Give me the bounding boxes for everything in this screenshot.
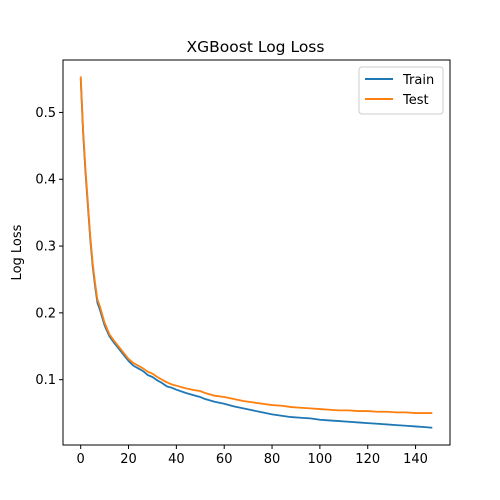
- plot-frame: [62, 59, 451, 446]
- x-tick-label: 0: [77, 452, 85, 467]
- y-tick-label: 0.4: [35, 173, 56, 188]
- x-tick-label: 20: [120, 452, 137, 467]
- series-line-test: [79, 76, 433, 414]
- legend-label-train: Train: [402, 73, 434, 88]
- x-axis: 0 20 40 60 80 100 120 140: [77, 445, 428, 467]
- y-axis: 0.1 0.2 0.3 0.4 0.5: [35, 106, 63, 388]
- y-tick-label: 0.2: [35, 306, 56, 321]
- chart-title: XGBoost Log Loss: [187, 38, 325, 56]
- x-tick-label: 80: [264, 452, 281, 467]
- y-tick-label: 0.1: [35, 373, 56, 388]
- x-tick-label: 120: [355, 452, 380, 467]
- x-tick-label: 140: [403, 452, 428, 467]
- x-tick-label: 40: [168, 452, 185, 467]
- plot-lines: [79, 76, 433, 429]
- y-tick-label: 0.3: [35, 240, 56, 255]
- x-tick-label: 100: [307, 452, 332, 467]
- series-line-train: [79, 78, 433, 429]
- x-tick-label: 60: [216, 452, 233, 467]
- y-tick-label: 0.5: [35, 106, 56, 121]
- legend: Train Test: [358, 66, 444, 115]
- y-axis-label: Log Loss: [10, 224, 25, 280]
- legend-label-test: Test: [402, 93, 429, 108]
